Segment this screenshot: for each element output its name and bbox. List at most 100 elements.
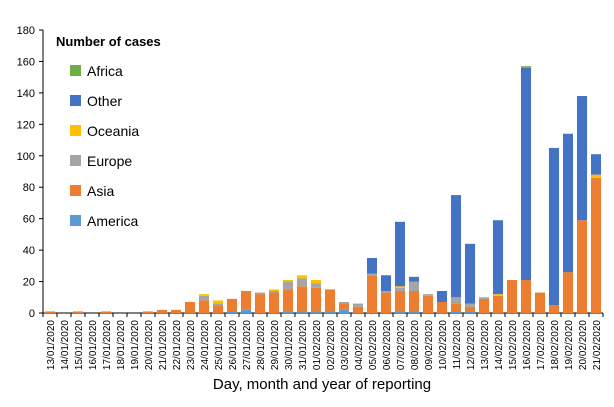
bar-segment-asia: Asia 28/01/2020: 12 — [254, 294, 266, 313]
bar-segment-america: America 26/01/2020: 1 — [226, 311, 238, 313]
bar-segment-asia: Asia 23/01/2020: 7 — [184, 301, 196, 313]
bar-segment-asia: Asia 17/01/2020: 1 — [100, 311, 112, 313]
bar-segment-asia: Asia 07/02/2020: 13 — [394, 290, 406, 312]
bar-segment-oceania: Oceania 01/02/2020: 2 — [310, 279, 322, 284]
bar-segment-asia: Asia 30/01/2020: 14 — [282, 289, 294, 312]
bar-segment-europe: Europe 31/01/2020: 5 — [296, 278, 308, 287]
x-tick-label: 21/01/2020 — [158, 320, 169, 370]
bar-segment-asia: Asia 31/01/2020: 16 — [296, 286, 308, 312]
x-tick-label: 12/02/2020 — [466, 320, 477, 370]
bar-segment-other: Other 06/02/2020: 10 — [380, 275, 392, 291]
bar-segment-asia: Asia 13/02/2020: 9 — [478, 298, 490, 313]
y-tick-label: 80 — [23, 182, 35, 194]
bar-segment-asia: Asia 29/01/2020: 13 — [268, 292, 280, 313]
bar-segment-america: America 02/02/2020: 1 — [324, 311, 336, 313]
bar-segment-europe: Europe 13/02/2020: 1 — [478, 297, 490, 299]
legend-swatch-america — [70, 215, 81, 226]
x-tick-label: 03/02/2020 — [340, 320, 351, 370]
y-tick-label: 60 — [23, 214, 35, 226]
bar-segment-america: America 01/02/2020: 1 — [310, 311, 322, 313]
bar-segment-asia: Asia 20/02/2020: 59 — [576, 220, 588, 313]
legend-swatch-oceania — [70, 125, 81, 136]
bar-segment-asia: Asia 27/01/2020: 12 — [240, 290, 252, 310]
y-tick-label: 160 — [17, 56, 35, 68]
bar-segment-america: America 03/02/2020: 2 — [338, 309, 350, 313]
x-tick-label: 25/01/2020 — [214, 320, 225, 370]
y-axis: 0 20 40 60 80 100 120 140 160 180 — [17, 25, 44, 320]
bar-segment-europe: Europe 09/02/2020: 1 — [422, 294, 434, 296]
x-tick-label: 08/02/2020 — [410, 320, 421, 370]
x-tick-label: 19/02/2020 — [564, 320, 575, 370]
bar-segment-other: Other 18/02/2020: 100 — [548, 147, 560, 306]
x-tick-label: 24/01/2020 — [200, 320, 211, 370]
bar-segment-other: Other 16/02/2020: 135 — [520, 67, 532, 280]
bar-segment-america: America 30/01/2020: 1 — [282, 311, 294, 313]
legend-label-africa: Africa — [87, 63, 123, 79]
bar-segment-other: Other 14/02/2020: 47 — [492, 220, 504, 295]
bar-segment-america: America 12/02/2020: 1 — [464, 311, 476, 313]
bar-segment-other: Other 19/02/2020: 88 — [562, 133, 574, 273]
x-tick-label: 14/01/2020 — [60, 320, 71, 370]
bar-segment-oceania: Oceania 07/02/2020: 1 — [394, 286, 406, 288]
legend-swatch-asia — [70, 185, 81, 196]
bar-segment-asia: Asia 21/01/2020: 2 — [156, 309, 168, 313]
x-tick-label: 31/01/2020 — [298, 320, 309, 370]
y-tick-label: 0 — [29, 308, 35, 320]
y-axis-title: Number of cases — [56, 34, 161, 49]
x-tick-label: 05/02/2020 — [368, 320, 379, 370]
bar-segment-asia: Asia 10/02/2020: 7 — [436, 301, 448, 313]
bar-segment-asia: Asia 15/01/2020: 1 — [72, 311, 84, 313]
y-tick-label: 40 — [23, 245, 35, 257]
x-tick-label: 15/02/2020 — [508, 320, 519, 370]
bar-segment-europe: Europe 12/02/2020: 2 — [464, 303, 476, 307]
bar-segment-other: Other 20/02/2020: 79 — [576, 96, 588, 221]
legend-label-europe: Europe — [87, 153, 132, 169]
bar-segment-asia: Asia 03/02/2020: 4 — [338, 303, 350, 310]
x-tick-label: 10/02/2020 — [438, 320, 449, 370]
bars: Asia 13/01/2020: 1 Asia 15/01/2020: 1 Asia… — [44, 66, 602, 313]
bar-segment-oceania: Oceania 21/02/2020: 2 — [590, 174, 602, 178]
bar-segment-europe: Europe 11/02/2020: 4 — [450, 297, 462, 304]
legend-label-other: Other — [87, 93, 122, 109]
bar-segment-asia: Asia 06/02/2020: 13 — [380, 292, 392, 313]
legend-label-oceania: Oceania — [87, 123, 139, 139]
bar-segment-other: Other 21/02/2020: 13 — [590, 154, 602, 175]
bar-segment-other: Other 08/02/2020: 3 — [408, 276, 420, 282]
bar-segment-asia: Asia 25/01/2020: 5 — [212, 305, 224, 313]
bar-segment-asia: Asia 13/01/2020: 1 — [44, 311, 56, 313]
bar-segment-asia: Asia 20/01/2020: 1 — [142, 311, 154, 313]
bar-segment-europe: Europe 07/02/2020: 2 — [394, 287, 406, 291]
bar-segment-europe: Europe 28/01/2020: 1 — [254, 292, 266, 295]
bar-segment-asia: Asia 11/02/2020: 5 — [450, 303, 462, 312]
bar-segment-europe: Europe 29/01/2020: 1 — [268, 290, 280, 293]
bar-segment-other: Other 07/02/2020: 41 — [394, 221, 406, 287]
x-tick-label: 29/01/2020 — [270, 320, 281, 370]
bar-segment-asia: Asia 17/02/2020: 13 — [534, 292, 546, 313]
x-tick-label: 28/01/2020 — [256, 320, 267, 370]
bar-segment-other: Other 05/02/2020: 10 — [366, 257, 378, 274]
x-tick-label: 16/02/2020 — [522, 320, 533, 370]
bar-segment-oceania: Oceania 29/01/2020: 1 — [268, 289, 280, 291]
bar-segment-europe: Europe 05/02/2020: 1 — [366, 273, 378, 276]
x-tick-label: 22/01/2020 — [172, 320, 183, 370]
bar-segment-africa: Africa 16/02/2020: 1 — [520, 66, 532, 68]
x-tick-label: 15/01/2020 — [74, 320, 85, 370]
y-tick-label: 20 — [23, 277, 35, 289]
legend: Africa Other Oceania Europe Asia America — [70, 63, 139, 229]
x-tick-label: 21/02/2020 — [592, 320, 603, 370]
y-tick-label: 140 — [17, 88, 35, 100]
bar-segment-other: Other 12/02/2020: 38 — [464, 243, 476, 304]
bar-segment-oceania: Oceania 25/01/2020: 2 — [212, 300, 224, 304]
bar-segment-europe: Europe 30/01/2020: 5 — [282, 281, 294, 290]
bar-segment-asia: Asia 05/02/2020: 24 — [366, 275, 378, 313]
bar-segment-asia: Asia 14/02/2020: 11 — [492, 295, 504, 313]
y-tick-label: 100 — [17, 151, 35, 163]
x-tick-label: 01/02/2020 — [312, 320, 323, 370]
x-tick-label: 14/02/2020 — [494, 320, 505, 370]
bar-segment-europe: Europe 25/01/2020: 1 — [212, 303, 224, 306]
bar-segment-asia: Asia 19/02/2020: 26 — [562, 272, 574, 313]
bar-segment-oceania: Oceania 14/02/2020: 1 — [492, 294, 504, 296]
x-tick-label: 18/01/2020 — [116, 320, 127, 370]
x-tick-label: 23/01/2020 — [186, 320, 197, 370]
